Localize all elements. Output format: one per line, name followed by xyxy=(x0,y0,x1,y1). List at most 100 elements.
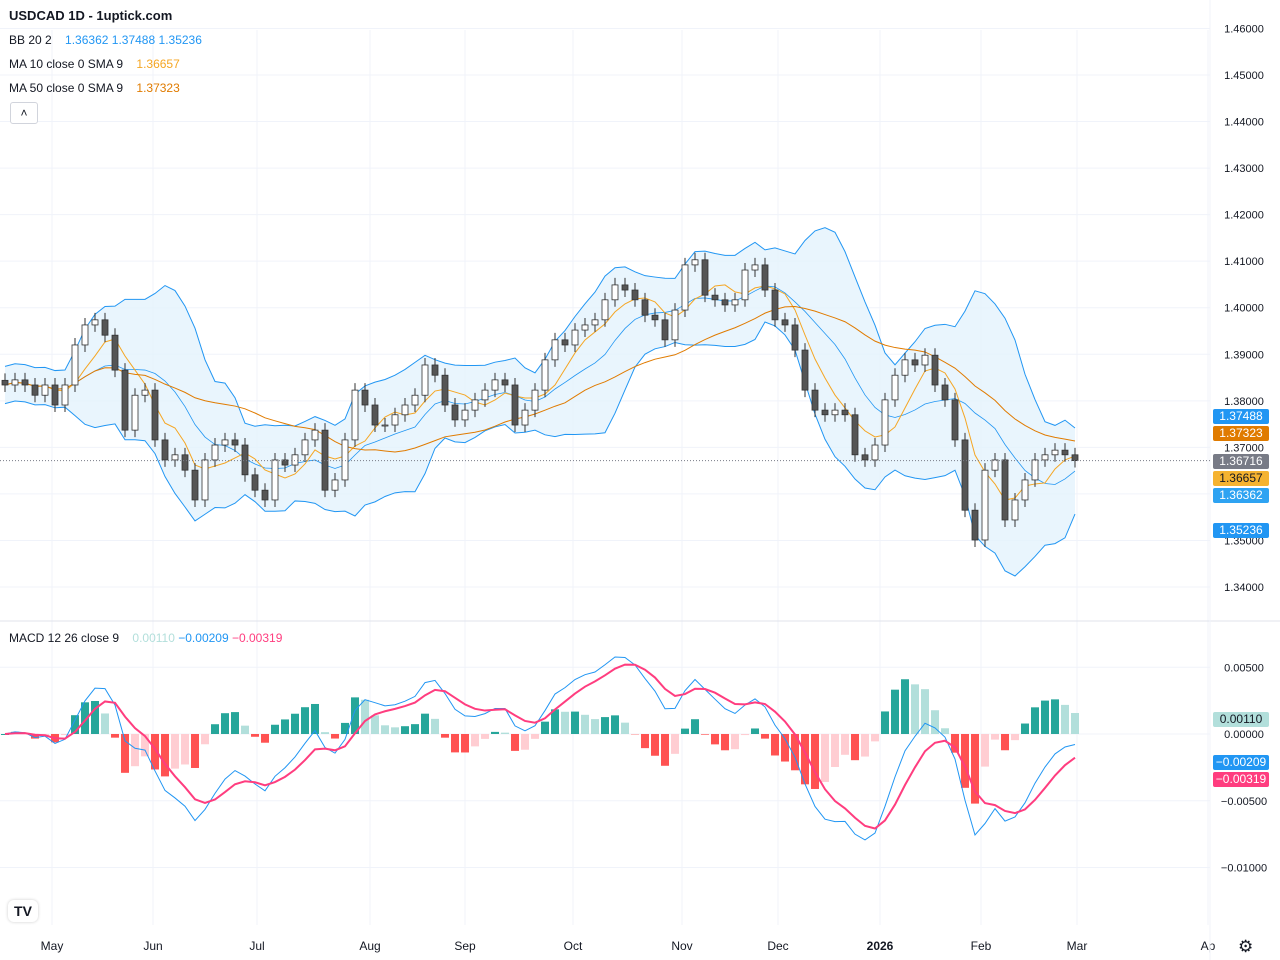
macd-histogram-bar xyxy=(351,697,359,734)
macd-histogram-bar xyxy=(441,734,449,738)
price-tick-label: 1.35000 xyxy=(1224,535,1264,547)
macd-histogram-bar xyxy=(821,734,829,782)
tradingview-logo[interactable]: TV xyxy=(8,900,38,922)
candle xyxy=(91,312,99,332)
macd-histogram-bar xyxy=(881,711,889,734)
macd-line xyxy=(4,656,1076,841)
macd-histogram-bar xyxy=(221,713,229,734)
macd-histogram-bar xyxy=(1061,704,1069,734)
macd-histogram-bar xyxy=(491,731,499,734)
candle-body xyxy=(911,359,919,366)
candle xyxy=(911,352,919,372)
candle xyxy=(251,467,259,498)
macd-tick-label: 0.00000 xyxy=(1224,729,1264,741)
ma10-line xyxy=(4,284,1076,501)
candle-body xyxy=(391,414,399,426)
candle xyxy=(31,378,39,403)
candle xyxy=(941,378,949,407)
price-tick-label: 1.45000 xyxy=(1224,70,1264,82)
candle xyxy=(601,292,609,327)
candle xyxy=(61,378,69,412)
candle-body xyxy=(1051,449,1059,456)
candle-body xyxy=(601,299,609,321)
candle-body xyxy=(461,409,469,421)
legend-bb: BB 20 2 1.36362 1.37488 1.35236 xyxy=(9,33,202,47)
candle xyxy=(401,398,409,422)
macd-histogram-bar xyxy=(981,734,989,767)
candle xyxy=(51,378,59,412)
candle-body xyxy=(561,339,569,346)
candle-body xyxy=(91,319,99,326)
candle-body xyxy=(671,309,679,341)
candle-body xyxy=(211,444,219,461)
macd-histogram-bar xyxy=(551,709,559,734)
candle xyxy=(701,252,709,303)
collapse-legend-button[interactable]: ˄ xyxy=(10,102,38,124)
chevron-up-icon: ˄ xyxy=(20,106,28,120)
candle-body xyxy=(841,409,849,416)
macd-histogram-bar xyxy=(171,734,179,769)
macd-histogram-bar xyxy=(1021,723,1029,734)
tag-macd-signal: −0.00319 xyxy=(1213,772,1269,787)
candle-body xyxy=(641,299,649,316)
ma50-line xyxy=(4,306,1076,453)
candle xyxy=(881,392,889,453)
gear-icon[interactable]: ⚙ xyxy=(1238,937,1254,956)
candle xyxy=(81,317,89,352)
candle-body xyxy=(341,439,349,481)
macd-histogram-bar xyxy=(701,734,709,735)
tag-ma10: 1.36657 xyxy=(1213,471,1269,486)
candle-body xyxy=(481,389,489,401)
macd-histogram-bar xyxy=(131,734,139,767)
candle xyxy=(421,357,429,403)
candle xyxy=(811,383,819,418)
candle xyxy=(981,463,989,547)
candle-body xyxy=(421,364,429,396)
candle-body xyxy=(331,479,339,491)
candle xyxy=(131,388,139,438)
price-tick-label: 1.34000 xyxy=(1224,582,1264,594)
candle xyxy=(351,383,359,447)
candle xyxy=(1,373,9,392)
candle xyxy=(871,438,879,467)
tag-last-price: 1.36716 xyxy=(1213,454,1269,469)
macd-histogram-bar xyxy=(751,728,759,734)
candle-body xyxy=(31,384,39,396)
candle-body xyxy=(191,469,199,501)
candle-body xyxy=(171,454,179,461)
tag-macd: −0.00209 xyxy=(1213,755,1269,770)
price-tick-label: 1.38000 xyxy=(1224,396,1264,408)
candle-body xyxy=(871,444,879,461)
candle xyxy=(521,403,529,433)
macd-histogram-bar xyxy=(251,734,259,737)
candle-body xyxy=(961,439,969,511)
tag-ma50: 1.37323 xyxy=(1213,426,1269,441)
bollinger-band-fill xyxy=(5,227,1075,577)
candle xyxy=(921,348,929,372)
candle-body xyxy=(771,289,779,321)
candle xyxy=(751,257,759,278)
candle xyxy=(281,452,289,473)
candle-body xyxy=(581,324,589,331)
candle-body xyxy=(251,474,259,491)
macd-histogram-bar xyxy=(971,734,979,804)
candle xyxy=(581,317,589,338)
candle-body xyxy=(311,429,319,441)
legend-macd-hist: 0.00110 xyxy=(132,631,175,645)
candle xyxy=(711,288,719,307)
macd-histogram-bar xyxy=(291,713,299,734)
candle-body xyxy=(1001,459,1009,521)
candle-body xyxy=(371,404,379,426)
macd-histogram-bar xyxy=(991,734,999,740)
candle-body xyxy=(131,394,139,431)
candle-body xyxy=(1041,454,1049,461)
macd-histogram-bar xyxy=(111,734,119,738)
candle-body xyxy=(41,384,49,396)
macd-histogram-bar xyxy=(521,734,529,750)
macd-histogram-bar xyxy=(851,734,859,761)
candle xyxy=(451,398,459,427)
macd-histogram-bar xyxy=(211,724,219,734)
macd-histogram-bar xyxy=(1051,699,1059,734)
candle-body xyxy=(861,454,869,461)
